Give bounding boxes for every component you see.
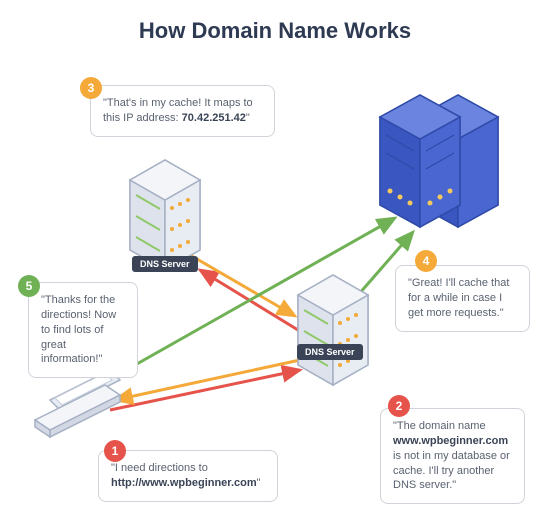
step-3-bubble: "That's in my cache! It maps to this IP … <box>90 85 275 137</box>
laptop-icon <box>35 370 120 437</box>
step-4-bubble: "Great! I'll cache that for a while in c… <box>395 265 530 332</box>
step-5-badge: 5 <box>18 275 40 297</box>
step-2-badge: 2 <box>388 395 410 417</box>
step-2-text-b: is not in my database or cache. I'll try… <box>393 450 510 492</box>
step-3-text-b: " <box>246 112 250 124</box>
step-1-bold: http://www.wpbeginner.com <box>111 477 257 489</box>
step-3-badge: 3 <box>80 77 102 99</box>
step-1-text-a: "I need directions to <box>111 462 208 474</box>
arrow-1 <box>110 370 300 410</box>
step-1-badge: 1 <box>104 440 126 462</box>
dns-server-1-label: DNS Server <box>132 256 198 272</box>
step-4-badge: 4 <box>415 250 437 272</box>
target-servers-icon <box>380 95 498 227</box>
step-2-bubble: "The domain name www.wpbeginner.com is n… <box>380 408 525 504</box>
step-5-bubble: "Thanks for the directions! Now to find … <box>28 282 138 378</box>
dns-server-2-label: DNS Server <box>297 344 363 360</box>
step-4-text: "Great! I'll cache that for a while in c… <box>408 277 509 319</box>
step-5-text: "Thanks for the directions! Now to find … <box>41 294 116 365</box>
step-2-text-a: "The domain name <box>393 420 486 432</box>
step-2-bold: www.wpbeginner.com <box>393 435 508 447</box>
arrow-5 <box>115 360 300 400</box>
dns-server-2-icon <box>298 275 368 385</box>
step-3-bold: 70.42.251.42 <box>182 112 246 124</box>
dns-server-1-icon <box>130 160 200 270</box>
step-1-bubble: "I need directions to http://www.wpbegin… <box>98 450 278 502</box>
step-1-text-b: " <box>257 477 261 489</box>
arrow-3 <box>190 255 295 316</box>
